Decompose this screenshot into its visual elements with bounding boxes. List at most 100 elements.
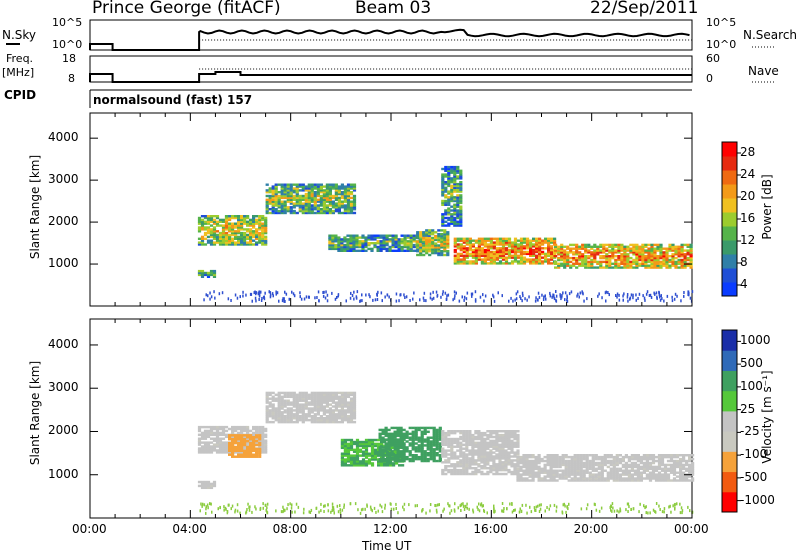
velocity-cell: [352, 399, 357, 402]
velocity-cell: [636, 469, 640, 472]
velocity-cell: [265, 415, 269, 418]
power-cell: [492, 247, 496, 250]
velocity-cell: [624, 454, 628, 457]
velocity-cell: [459, 461, 463, 464]
power-cell: [689, 258, 693, 262]
power-cell: [498, 260, 503, 263]
velocity-cell: [420, 454, 424, 457]
power-cell: [689, 264, 693, 267]
velocity-cell: [510, 461, 514, 464]
velocity-cell: [289, 391, 293, 395]
velocity-cell: [549, 479, 553, 482]
velocity-cell: [231, 434, 235, 437]
power-cell: [513, 254, 518, 257]
velocity-cell: [519, 461, 523, 465]
power-cell: [203, 222, 208, 225]
velocity-cell: [355, 440, 360, 444]
power-cell: [343, 240, 347, 243]
power-noise: [642, 294, 644, 298]
velocity-cell: [462, 443, 466, 447]
velocity-cell: [209, 449, 214, 452]
velocity-cell: [411, 455, 415, 459]
velocity-cell: [340, 395, 344, 399]
velocity-cell: [468, 453, 472, 456]
velocity-cell: [411, 444, 415, 447]
velocity-cell: [477, 447, 481, 450]
velocity-cell: [660, 479, 665, 482]
power-cell: [209, 215, 214, 218]
power-noise: [283, 299, 285, 303]
power-cell: [261, 228, 265, 231]
velocity-cell: [651, 475, 656, 478]
velocity-cell: [456, 461, 460, 464]
power-cell: [231, 215, 235, 218]
velocity-cell: [426, 436, 430, 439]
power-cell: [450, 205, 454, 208]
velocity-cell: [331, 409, 335, 412]
velocity-cell: [414, 432, 418, 436]
velocity-cell: [243, 443, 247, 447]
power-cell: [441, 177, 445, 180]
velocity-cell: [255, 453, 259, 456]
power-cell: [391, 242, 395, 245]
power-cell: [428, 244, 432, 247]
velocity-cell: [209, 451, 214, 454]
velocity-cell: [301, 411, 305, 414]
velocity-cell: [438, 434, 442, 437]
power-colorbar-swatch: [722, 212, 737, 227]
velocity-cell: [627, 471, 631, 474]
power-cell: [674, 264, 678, 267]
power-noise: [632, 293, 634, 297]
velocity-cell: [402, 457, 406, 461]
velocity-cell: [310, 395, 314, 399]
velocity-cell: [549, 475, 553, 478]
velocity-cell: [328, 418, 332, 422]
power-cell: [644, 243, 648, 247]
power-cell: [265, 200, 269, 203]
power-cell: [416, 240, 420, 243]
power-cell: [283, 204, 287, 207]
power-cell: [611, 262, 615, 265]
velocity-cell: [423, 438, 427, 441]
velocity-cell: [579, 475, 583, 478]
velocity-cell: [606, 473, 610, 476]
velocity-cell: [325, 418, 329, 422]
power-cell: [261, 233, 265, 237]
power-cell: [495, 241, 499, 244]
power-noise: [305, 295, 308, 299]
power-cell: [535, 247, 539, 250]
velocity-cell: [498, 451, 502, 454]
power-cell: [498, 243, 503, 246]
power-cell: [319, 185, 323, 188]
velocity-cell: [456, 470, 460, 474]
power-cell: [298, 189, 302, 192]
power-cell: [228, 228, 232, 231]
velocity-cell: [221, 427, 226, 431]
power-cell: [547, 248, 551, 252]
velocity-cell: [387, 455, 391, 459]
velocity-cell: [237, 439, 241, 442]
power-cell: [529, 252, 533, 256]
power-cell: [602, 260, 606, 264]
power-cell: [328, 209, 332, 213]
velocity-cell: [286, 391, 290, 395]
velocity-cell: [268, 401, 272, 404]
power-cell: [444, 203, 448, 206]
power-cell: [623, 264, 627, 267]
velocity-cell: [549, 469, 553, 472]
power-cell: [334, 185, 338, 188]
power-cell: [271, 202, 275, 205]
velocity-cell: [408, 432, 412, 436]
power-cell: [535, 243, 539, 246]
velocity-cell: [513, 437, 517, 441]
velocity-cell: [621, 463, 625, 467]
velocity-cell: [264, 451, 268, 454]
power-cell: [240, 233, 244, 237]
power-cell: [626, 245, 630, 248]
velocity-cell: [522, 463, 526, 467]
power-cell: [328, 200, 332, 203]
power-cell: [489, 260, 493, 263]
power-cell: [268, 191, 272, 194]
velocity-cell: [370, 448, 375, 452]
power-cell: [246, 243, 250, 246]
